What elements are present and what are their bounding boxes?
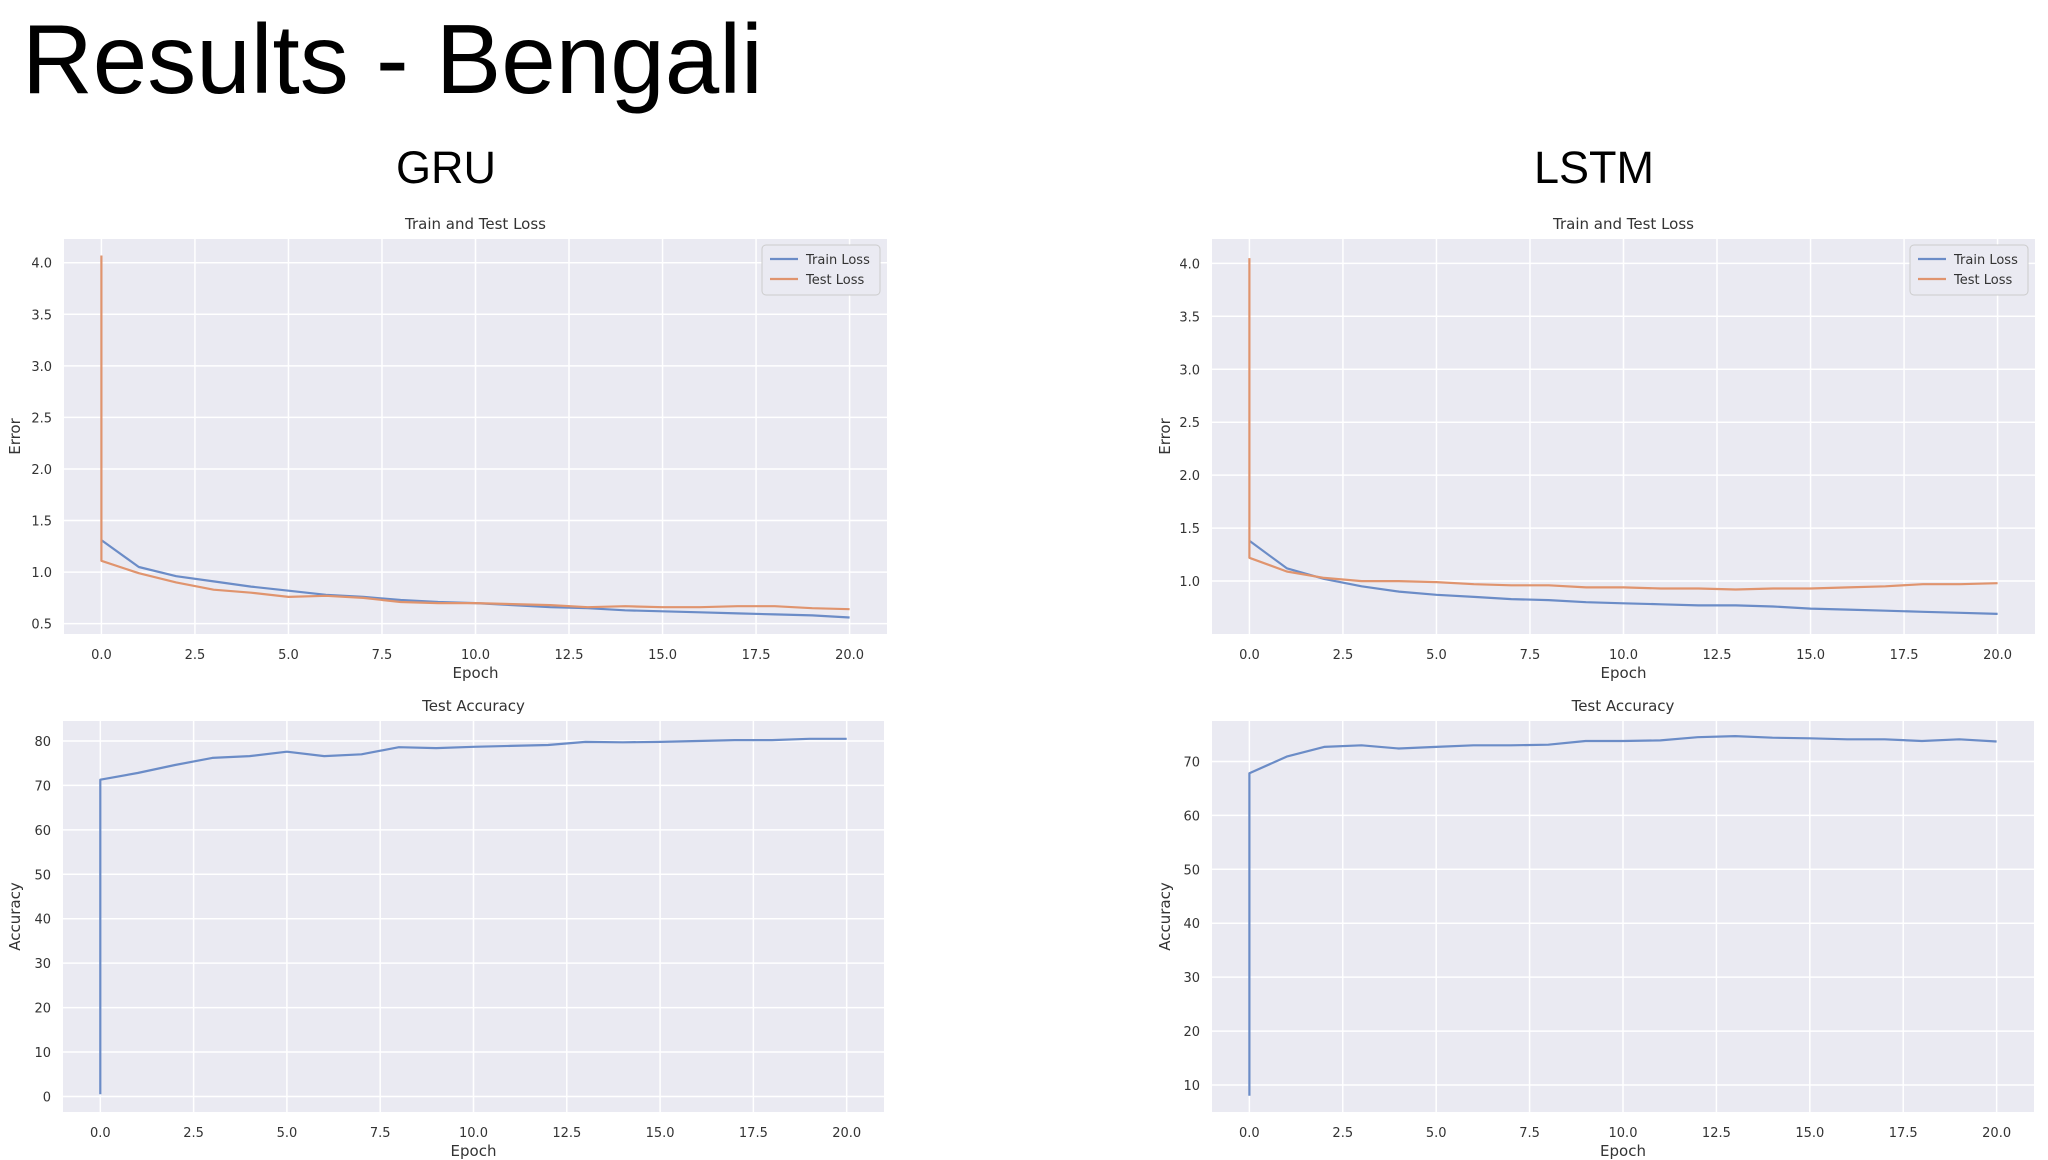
y-axis-label: Accuracy bbox=[6, 882, 24, 951]
y-tick-label: 0.5 bbox=[31, 618, 52, 633]
legend-label: Test Loss bbox=[1953, 273, 2012, 288]
y-tick-label: 2.5 bbox=[31, 411, 52, 426]
y-tick-label: 4.0 bbox=[31, 257, 52, 272]
x-tick-label: 5.0 bbox=[277, 1126, 298, 1141]
series-line-accuracy bbox=[1248, 734, 1997, 1096]
x-tick-label: 12.5 bbox=[1703, 648, 1732, 663]
x-tick-label: 10.0 bbox=[459, 1126, 488, 1141]
series-line-train-loss bbox=[1248, 539, 1998, 615]
legend bbox=[761, 244, 881, 296]
y-axis-label: Error bbox=[6, 417, 24, 454]
x-tick-label: 10.0 bbox=[461, 648, 490, 663]
x-tick-label: 15.0 bbox=[646, 1126, 675, 1141]
y-tick-label: 60 bbox=[1183, 809, 1200, 824]
y-tick-label: 60 bbox=[34, 824, 51, 839]
y-tick-label: 70 bbox=[34, 779, 51, 794]
chart-title: Test Accuracy bbox=[1571, 697, 1675, 715]
gru-loss-chart: 0.0 2.5 5.0 7.5 10.0 12.5 15.0 17.5 20.0 0.5 1.0 1.… bbox=[6, 215, 887, 682]
y-tick-label: 50 bbox=[34, 868, 51, 883]
x-tick-label: 2.5 bbox=[185, 648, 206, 663]
x-axis-label: Epoch bbox=[451, 1142, 497, 1160]
x-tick-label: 17.5 bbox=[739, 1126, 768, 1141]
y-axis-label: Error bbox=[1156, 417, 1174, 454]
y-tick-label: 30 bbox=[1183, 971, 1200, 986]
x-tick-label: 20.0 bbox=[1982, 1126, 2011, 1141]
x-tick-label: 20.0 bbox=[832, 1126, 861, 1141]
y-tick-label: 70 bbox=[1183, 755, 1200, 770]
x-tick-label: 2.5 bbox=[1333, 648, 1354, 663]
x-tick-label: 12.5 bbox=[1702, 1126, 1731, 1141]
legend-label: Train Loss bbox=[1953, 253, 2018, 268]
x-tick-label: 10.0 bbox=[1609, 1126, 1638, 1141]
y-tick-label: 2.5 bbox=[1179, 416, 1200, 431]
x-tick-label: 5.0 bbox=[1426, 1126, 1447, 1141]
x-tick-label: 12.5 bbox=[555, 648, 584, 663]
y-tick-label: 80 bbox=[34, 735, 51, 750]
x-tick-label: 5.0 bbox=[278, 648, 299, 663]
legend-label: Test Loss bbox=[805, 273, 864, 288]
y-tick-label: 3.0 bbox=[1179, 363, 1200, 378]
x-tick-label: 15.0 bbox=[1796, 648, 1825, 663]
page-title: Results - Bengali bbox=[22, 4, 763, 114]
lstm-loss-chart: 0.0 2.5 5.0 7.5 10.0 12.5 15.0 17.5 20.0 1.0 1.5 2.… bbox=[1156, 215, 2035, 682]
y-tick-label: 3.0 bbox=[31, 360, 52, 375]
x-tick-label: 7.5 bbox=[1519, 1126, 1540, 1141]
y-tick-label: 2.0 bbox=[31, 463, 52, 478]
x-axis-label: Epoch bbox=[1601, 664, 1647, 682]
y-tick-label: 30 bbox=[34, 957, 51, 972]
x-tick-label: 20.0 bbox=[835, 648, 864, 663]
x-tick-label: 0.0 bbox=[90, 1126, 111, 1141]
x-tick-label: 0.0 bbox=[1239, 648, 1260, 663]
x-tick-label: 15.0 bbox=[648, 648, 677, 663]
x-tick-label: 7.5 bbox=[372, 648, 393, 663]
y-tick-label: 1.5 bbox=[1179, 522, 1200, 537]
y-tick-label: 3.5 bbox=[1179, 310, 1200, 325]
y-tick-label: 0 bbox=[43, 1090, 51, 1105]
y-tick-label: 10 bbox=[1183, 1079, 1200, 1094]
x-tick-label: 7.5 bbox=[370, 1126, 391, 1141]
x-axis-label: Epoch bbox=[1600, 1142, 1646, 1160]
y-tick-label: 3.5 bbox=[31, 308, 52, 323]
x-tick-label: 2.5 bbox=[183, 1126, 204, 1141]
x-tick-label: 7.5 bbox=[1520, 648, 1541, 663]
series-line-test-loss bbox=[100, 255, 850, 611]
y-tick-label: 40 bbox=[34, 913, 51, 928]
x-tick-label: 0.0 bbox=[1239, 1126, 1260, 1141]
y-tick-label: 20 bbox=[34, 1002, 51, 1017]
y-tick-label: 1.0 bbox=[1179, 575, 1200, 590]
legend bbox=[1909, 244, 2029, 296]
series-line-accuracy bbox=[99, 737, 847, 1095]
lstm-column-heading: LSTM bbox=[1533, 142, 1655, 193]
x-tick-label: 12.5 bbox=[552, 1126, 581, 1141]
y-tick-label: 10 bbox=[34, 1046, 51, 1061]
gru-column-heading: GRU bbox=[396, 142, 496, 193]
y-tick-label: 50 bbox=[1183, 863, 1200, 878]
legend-label: Train Loss bbox=[805, 253, 870, 268]
y-tick-label: 4.0 bbox=[1179, 257, 1200, 272]
y-tick-label: 20 bbox=[1183, 1025, 1200, 1040]
y-axis-label: Accuracy bbox=[1156, 882, 1174, 951]
x-tick-label: 0.0 bbox=[91, 648, 112, 663]
x-tick-label: 5.0 bbox=[1426, 648, 1447, 663]
x-tick-label: 15.0 bbox=[1795, 1126, 1824, 1141]
y-tick-label: 1.5 bbox=[31, 515, 52, 530]
x-tick-label: 2.5 bbox=[1332, 1126, 1353, 1141]
chart-title: Train and Test Loss bbox=[1552, 215, 1694, 233]
series-line-test-loss bbox=[1248, 258, 1998, 591]
x-tick-label: 20.0 bbox=[1983, 648, 2012, 663]
gru-accuracy-chart: 0.0 2.5 5.0 7.5 10.0 12.5 15.0 17.5 20.0 0 10 20 30 4… bbox=[6, 697, 884, 1160]
y-tick-label: 40 bbox=[1183, 917, 1200, 932]
x-tick-label: 17.5 bbox=[1890, 648, 1919, 663]
y-tick-label: 2.0 bbox=[1179, 469, 1200, 484]
chart-title: Test Accuracy bbox=[421, 697, 525, 715]
y-tick-label: 1.0 bbox=[31, 566, 52, 581]
x-tick-label: 17.5 bbox=[1889, 1126, 1918, 1141]
x-axis-label: Epoch bbox=[453, 664, 499, 682]
x-tick-label: 10.0 bbox=[1609, 648, 1638, 663]
lstm-accuracy-chart: 0.0 2.5 5.0 7.5 10.0 12.5 15.0 17.5 20.0 10 20 30 40… bbox=[1156, 697, 2034, 1160]
chart-title: Train and Test Loss bbox=[404, 215, 546, 233]
x-tick-label: 17.5 bbox=[742, 648, 771, 663]
